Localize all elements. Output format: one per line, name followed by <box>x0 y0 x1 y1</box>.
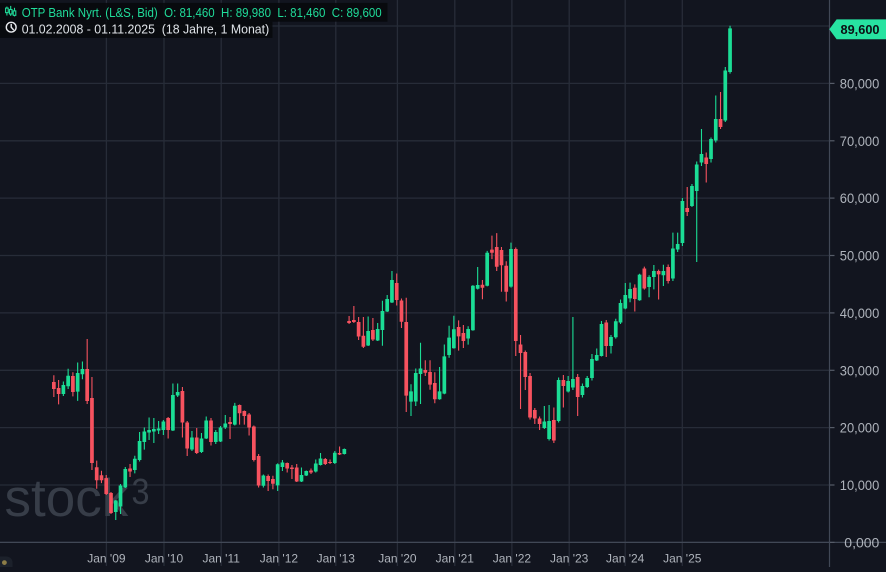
svg-text:01.02.2008 - 01.11.2025 (18 J: 01.02.2008 - 01.11.2025 (18 Jahre, 1 Mon… <box>22 23 270 37</box>
svg-text:Jan '10: Jan '10 <box>145 551 184 565</box>
svg-text:10,000: 10,000 <box>840 477 880 493</box>
svg-text:Jan '22: Jan '22 <box>493 551 532 565</box>
svg-text:OTP Bank Nyrt. (L&S, Bid) O:: OTP Bank Nyrt. (L&S, Bid) O: 81,460 H: 8… <box>22 6 382 20</box>
svg-text:30,000: 30,000 <box>840 362 880 378</box>
svg-text:40,000: 40,000 <box>840 305 880 321</box>
svg-text:80,000: 80,000 <box>840 75 880 91</box>
svg-text:Jan '21: Jan '21 <box>436 551 475 565</box>
svg-text:Jan '23: Jan '23 <box>550 551 589 565</box>
svg-text:Jan '24: Jan '24 <box>606 551 645 565</box>
svg-text:Jan '25: Jan '25 <box>663 551 702 565</box>
svg-text:Jan '12: Jan '12 <box>260 551 299 565</box>
svg-text:Jan '09: Jan '09 <box>87 551 126 565</box>
svg-text:0,000: 0,000 <box>844 534 879 550</box>
svg-text:3: 3 <box>132 471 150 512</box>
svg-text:Jan '20: Jan '20 <box>378 551 417 565</box>
svg-text:Jan '11: Jan '11 <box>202 551 240 565</box>
svg-text:50,000: 50,000 <box>840 248 880 264</box>
svg-text:Jan '13: Jan '13 <box>317 551 356 565</box>
svg-text:60,000: 60,000 <box>840 190 880 206</box>
svg-text:20,000: 20,000 <box>840 420 880 436</box>
svg-text:89,600: 89,600 <box>841 22 880 37</box>
svg-text:70,000: 70,000 <box>840 133 880 149</box>
